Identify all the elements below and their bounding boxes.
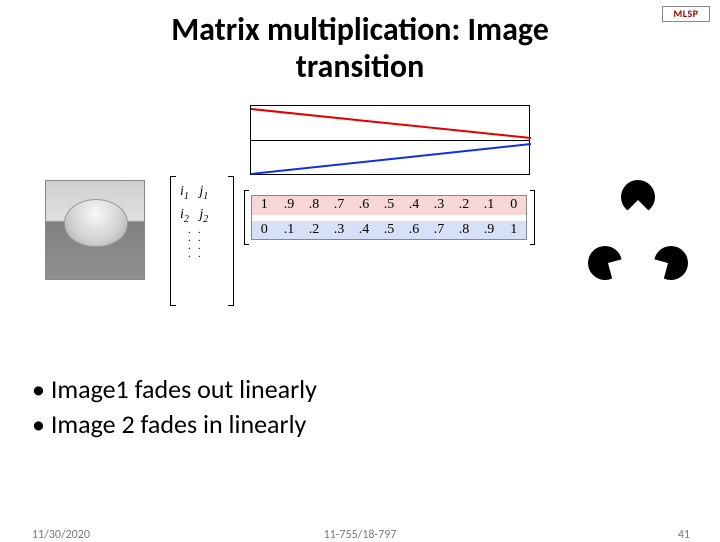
coeff-row-blue: 0.1.2 .3.4.5 .6.7.8 .91 xyxy=(252,221,527,240)
dome-shape xyxy=(64,199,128,247)
vector-labels: i1 j1 i2 j2 · · · · · · · · xyxy=(180,184,208,262)
image2-kanizsa-triangle xyxy=(588,180,688,280)
coeff-row-red: 1.9.8 .7.6.5 .4.3.2 .10 xyxy=(252,196,527,215)
transition-line-chart xyxy=(250,105,530,175)
coeff-bracket-left xyxy=(244,190,249,245)
coefficient-matrix: 1.9.8 .7.6.5 .4.3.2 .10 0.1.2 .3.4.5 .6.… xyxy=(251,195,527,240)
red-fade-line xyxy=(251,109,531,138)
pac-bottom-right xyxy=(654,246,688,280)
image1-dome-photo xyxy=(45,180,145,280)
bullet-list: Image1 fades out linearly Image 2 fades … xyxy=(32,372,317,442)
blue-fade-line xyxy=(251,144,531,174)
bullet-2: Image 2 fades in linearly xyxy=(32,407,317,442)
pac-bottom-left xyxy=(588,246,622,280)
slide-title: Matrix multiplication: Imagetransition xyxy=(0,12,720,86)
coeff-bracket-right xyxy=(530,190,535,245)
bullet-1: Image1 fades out linearly xyxy=(32,372,317,407)
column-vector: i1 j1 i2 j2 · · · · · · · · xyxy=(170,176,234,306)
pac-top xyxy=(621,180,655,214)
bracket-left xyxy=(170,176,176,306)
bracket-right xyxy=(228,176,234,306)
